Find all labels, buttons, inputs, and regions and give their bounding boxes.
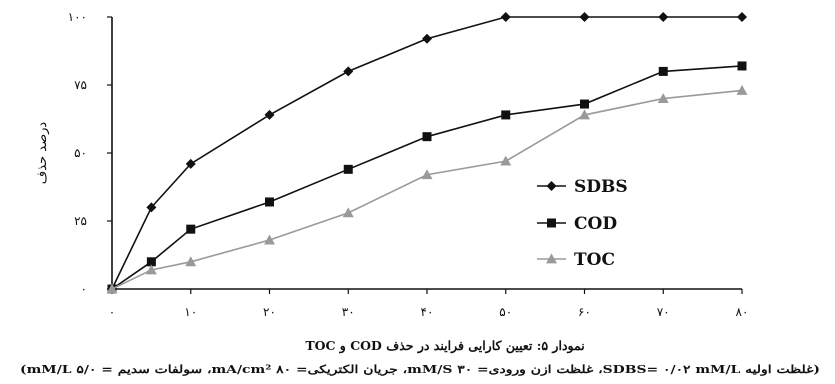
data-point-sdbs bbox=[185, 158, 196, 169]
y-axis-label: درصد حذف bbox=[35, 122, 50, 185]
x-tick-label: ۰ bbox=[109, 305, 115, 319]
data-point-cod bbox=[580, 99, 589, 109]
y-tick-label: ۷۵ bbox=[74, 78, 87, 92]
data-point-toc bbox=[106, 283, 118, 294]
series-group bbox=[106, 12, 748, 294]
x-tick-label: ۶۰ bbox=[578, 305, 591, 319]
legend: SDBS COD TOC bbox=[537, 177, 628, 270]
data-point-toc bbox=[500, 155, 512, 166]
legend-label-sdbs: SDBS bbox=[574, 177, 628, 197]
data-point-sdbs bbox=[737, 12, 747, 22]
x-tick-label: ۷۰ bbox=[657, 305, 670, 319]
data-point-sdbs bbox=[264, 109, 275, 120]
data-point-cod bbox=[737, 61, 747, 71]
data-point-toc bbox=[185, 256, 197, 267]
y-tick-label: ۰ bbox=[81, 282, 87, 296]
data-point-sdbs bbox=[343, 66, 354, 77]
data-point-cod bbox=[658, 66, 668, 76]
legend-marker-cod bbox=[547, 218, 556, 228]
series-line-toc bbox=[111, 89, 743, 290]
y-tick-label: ۲۵ bbox=[74, 214, 87, 228]
x-tick-label: ۸۰ bbox=[736, 305, 749, 319]
data-point-sdbs bbox=[422, 33, 432, 44]
y-tick-label: ۵۰ bbox=[74, 146, 87, 160]
data-point-toc bbox=[579, 109, 590, 120]
data-point-cod bbox=[146, 257, 156, 267]
chart-caption-note: (غلظت اولیه SDBS= ۰/۰۲ mM/L، غلظت ازن ور… bbox=[20, 363, 820, 376]
legend-marker-sdbs bbox=[546, 181, 557, 191]
x-tick-label: ۲۰ bbox=[263, 305, 276, 319]
data-point-toc bbox=[264, 234, 275, 245]
chart-caption: نمودار ۵: تعیین کارایی فرایند در حذف COD… bbox=[305, 338, 584, 354]
data-point-sdbs bbox=[500, 12, 511, 22]
tick-marks: ۰ ۱۰ ۲۰ ۳۰ ۴۰ ۵۰ ۶۰ ۷۰ ۸۰ ۰ ۲۵ ۵۰ ۷۵ ۱۰۰ bbox=[68, 10, 749, 319]
data-point-cod bbox=[422, 132, 432, 142]
legend-marker-toc bbox=[546, 253, 557, 264]
data-point-sdbs bbox=[579, 12, 590, 22]
data-point-cod bbox=[501, 110, 511, 120]
legend-label-toc: TOC bbox=[574, 250, 615, 270]
data-point-sdbs bbox=[658, 12, 669, 22]
data-point-cod bbox=[186, 224, 196, 234]
data-point-toc bbox=[736, 84, 748, 95]
x-tick-label: ۳۰ bbox=[342, 305, 355, 319]
data-point-cod bbox=[343, 164, 353, 174]
data-point-toc bbox=[342, 207, 354, 218]
series-line-cod bbox=[111, 65, 743, 290]
data-point-toc bbox=[421, 169, 433, 180]
data-point-sdbs bbox=[146, 202, 157, 213]
axes bbox=[111, 17, 742, 290]
legend-label-cod: COD bbox=[574, 214, 617, 234]
data-point-toc bbox=[657, 93, 669, 103]
x-tick-label: ۱۰ bbox=[184, 305, 197, 319]
data-point-toc bbox=[145, 264, 157, 275]
chart-labels: درصد حذف نمودار ۵: تعیین کارایی فرایند د… bbox=[20, 122, 820, 376]
series-line-sdbs bbox=[111, 16, 742, 290]
x-tick-label: ۵۰ bbox=[499, 305, 512, 319]
x-tick-label: ۴۰ bbox=[421, 305, 434, 319]
data-point-cod bbox=[265, 197, 274, 207]
y-tick-label: ۱۰۰ bbox=[68, 10, 87, 24]
